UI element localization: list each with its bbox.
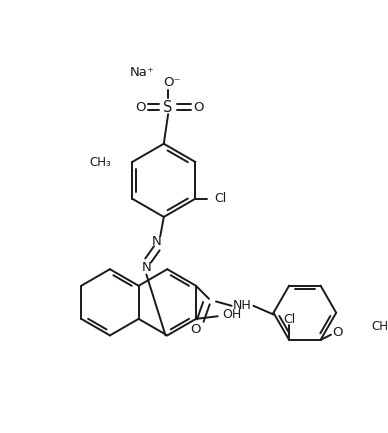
Text: CH₃: CH₃ <box>90 155 111 168</box>
Text: O⁻: O⁻ <box>164 76 181 89</box>
Text: CH₃: CH₃ <box>371 320 388 333</box>
Text: N: N <box>152 235 162 248</box>
Text: NH: NH <box>233 299 251 312</box>
Text: O: O <box>135 100 146 114</box>
Text: O: O <box>193 100 204 114</box>
Text: O: O <box>191 323 201 336</box>
Text: N: N <box>142 261 151 274</box>
Text: S: S <box>163 100 173 115</box>
Text: Cl: Cl <box>283 313 295 326</box>
Text: Cl: Cl <box>215 192 227 205</box>
Text: Na⁺: Na⁺ <box>130 66 154 79</box>
Text: O: O <box>333 326 343 339</box>
Text: OH: OH <box>222 308 241 321</box>
